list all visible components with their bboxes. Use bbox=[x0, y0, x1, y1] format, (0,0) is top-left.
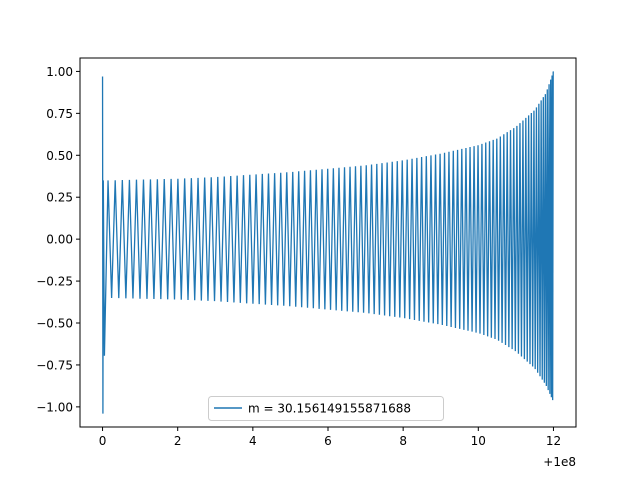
x-tick-label: 0 bbox=[99, 434, 107, 448]
y-tick-label: 1.00 bbox=[46, 65, 73, 79]
series-layer bbox=[101, 71, 555, 414]
x-tick-label: 12 bbox=[546, 434, 561, 448]
x-offset-label: +1e8 bbox=[543, 455, 576, 469]
y-tick-label: 0.75 bbox=[46, 107, 73, 121]
y-tick-label: −0.50 bbox=[36, 317, 73, 331]
x-tick-label: 6 bbox=[324, 434, 332, 448]
x-tick-label: 2 bbox=[174, 434, 182, 448]
x-axis-ticks: 0 2 4 6 8 10 12 bbox=[99, 427, 561, 448]
legend: m = 30.156149155871688 bbox=[208, 396, 444, 421]
y-tick-label: 0.50 bbox=[46, 149, 73, 163]
y-tick-label: 0.25 bbox=[46, 191, 73, 205]
y-axis-ticks: −1.00 −0.75 −0.50 −0.25 0.00 0.25 0.50 0.75 1.00 bbox=[36, 65, 80, 414]
legend-series-label: m = 30.156149155871688 bbox=[248, 402, 411, 416]
y-tick-label: −0.25 bbox=[36, 275, 73, 289]
y-tick-label: −1.00 bbox=[36, 400, 73, 414]
x-tick-label: 8 bbox=[399, 434, 407, 448]
x-tick-label: 10 bbox=[471, 434, 486, 448]
y-tick-label: 0.00 bbox=[46, 233, 73, 247]
y-tick-label: −0.75 bbox=[36, 358, 73, 372]
legend-box bbox=[208, 396, 444, 421]
x-tick-label: 4 bbox=[249, 434, 257, 448]
series-line bbox=[101, 71, 555, 414]
